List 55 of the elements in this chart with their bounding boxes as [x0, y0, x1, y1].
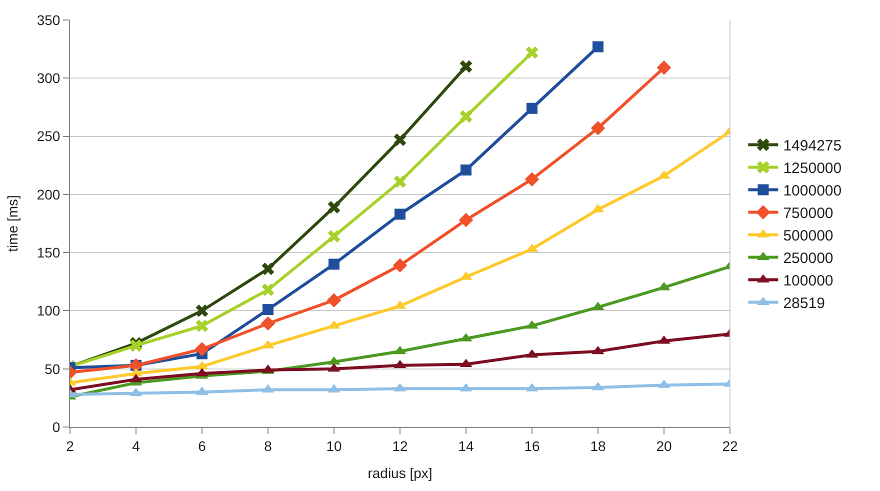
- point: [460, 60, 472, 73]
- legend-label: 28519: [783, 295, 825, 312]
- legend-label: 1494275: [783, 138, 842, 155]
- point: [262, 304, 274, 316]
- point: [460, 164, 472, 176]
- point: [328, 258, 340, 270]
- x-tick-label: 4: [132, 438, 140, 454]
- x-axis-title: radius [px]: [368, 465, 432, 482]
- point: [196, 304, 208, 317]
- point: [326, 293, 342, 308]
- x-tick-label: 22: [722, 438, 738, 454]
- point: [260, 316, 276, 331]
- point: [524, 172, 540, 186]
- point: [460, 110, 472, 123]
- y-tick-label: 350: [36, 12, 60, 28]
- point: [394, 175, 406, 188]
- legend-label: 250000: [783, 250, 834, 268]
- point: [194, 342, 210, 356]
- x-tick-label: 12: [392, 438, 408, 454]
- x-tick-label: 18: [590, 438, 606, 454]
- point: [656, 60, 672, 75]
- point: [526, 46, 538, 59]
- y-tick-label: 50: [44, 360, 60, 377]
- x-tick-label: 6: [198, 438, 206, 454]
- y-tick-label: 150: [36, 244, 60, 260]
- legend-label: 1250000: [783, 160, 842, 178]
- point: [262, 284, 274, 296]
- y-axis-title: time [ms]: [4, 195, 20, 252]
- point: [394, 134, 406, 146]
- x-tick-label: 10: [326, 438, 342, 454]
- legend-label: 500000: [783, 228, 834, 245]
- point: [458, 212, 474, 228]
- point: [328, 230, 340, 243]
- point: [592, 41, 604, 52]
- y-tick-label: 300: [36, 70, 60, 86]
- y-tick-label: 100: [36, 302, 60, 319]
- x-tick-label: 2: [66, 438, 74, 454]
- y-tick-label: 0: [52, 418, 60, 435]
- x-tick-label: 8: [264, 438, 272, 454]
- point: [130, 339, 142, 352]
- x-tick-label: 20: [656, 438, 672, 454]
- x-tick-label: 16: [524, 438, 540, 454]
- point: [262, 262, 274, 276]
- x-tick-label: 14: [458, 438, 474, 454]
- point: [590, 121, 606, 136]
- point: [392, 258, 408, 273]
- point: [394, 208, 406, 220]
- legend-label: 1000000: [783, 182, 842, 200]
- legend-label: 750000: [783, 205, 834, 222]
- legend-label: 100000: [783, 272, 834, 290]
- y-tick-label: 200: [36, 186, 60, 202]
- point: [328, 201, 340, 214]
- y-tick-label: 250: [36, 128, 60, 144]
- point: [196, 320, 208, 332]
- point: [526, 102, 538, 114]
